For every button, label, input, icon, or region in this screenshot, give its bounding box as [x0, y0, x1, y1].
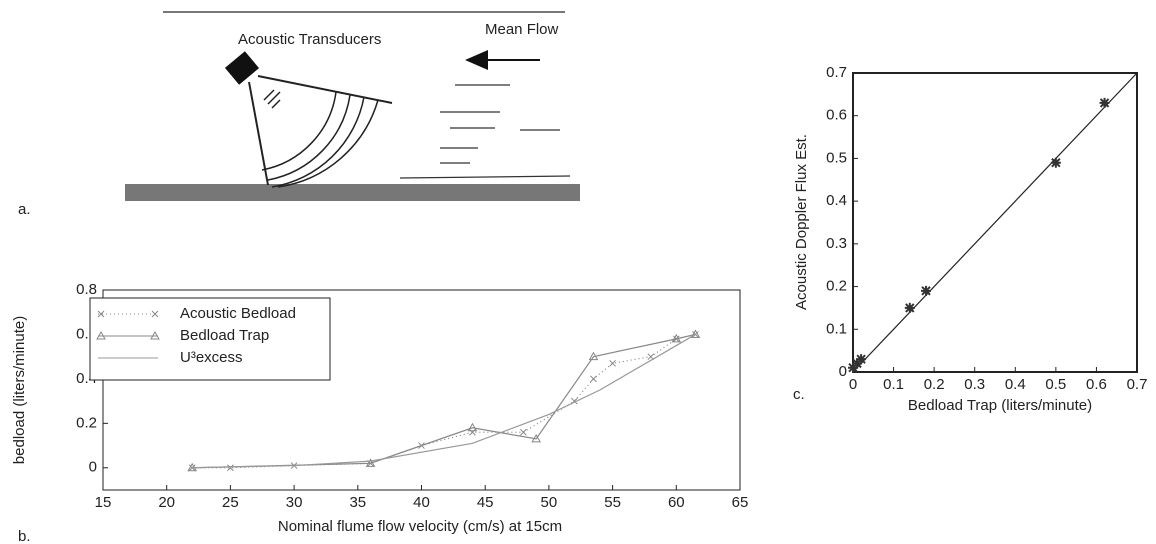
- marker: [365, 458, 376, 467]
- marker: [188, 464, 196, 472]
- x-tick-label: 40: [413, 494, 430, 511]
- diagram: Acoustic Transducers Mean Flow a.: [18, 11, 580, 218]
- y-tick-label: 0: [89, 459, 97, 476]
- x-tick-label: 0.7: [1127, 376, 1148, 393]
- transducer-label: Acoustic Transducers: [238, 31, 381, 48]
- x-tick-label: 0: [849, 376, 857, 393]
- y-tick-label: 0.3: [826, 235, 847, 252]
- beam: [248, 81, 269, 186]
- flow-arrows: [399, 84, 571, 179]
- marker: [588, 351, 599, 361]
- marker: [856, 354, 867, 365]
- marker: [1050, 157, 1061, 168]
- legend-label: Bedload Trap: [180, 327, 269, 344]
- y-tick-label: 0.2: [76, 414, 97, 431]
- y-tick-label: 0.8: [76, 281, 97, 298]
- identity-line: [852, 72, 1138, 373]
- marker: [848, 362, 858, 373]
- y-tick-label: 0.6: [826, 107, 847, 124]
- marker: [520, 428, 527, 436]
- beam: [257, 75, 393, 104]
- y-tick-label: 0.4: [826, 192, 847, 209]
- marker: [590, 375, 597, 383]
- x-tick-label: 60: [668, 494, 685, 511]
- x-tick-label: 45: [477, 494, 494, 511]
- y-tick-label: 0.7: [826, 64, 847, 81]
- x-tick-label: 25: [222, 494, 239, 511]
- x-tick-label: 15: [95, 494, 112, 511]
- chart: 15 20 25 30 35 40 45 50 55 60 6500.20.40.60.8Nomin…: [11, 281, 748, 544]
- panel-label: a.: [18, 201, 31, 218]
- series-line: [192, 333, 696, 469]
- marker: [921, 285, 932, 296]
- x-tick-label: 20: [158, 494, 175, 511]
- plot-frame: [852, 72, 1138, 373]
- y-tick-label: 0: [839, 363, 847, 380]
- marker: [692, 331, 699, 338]
- marker: [469, 428, 476, 436]
- marker: [531, 433, 542, 443]
- x-axis-label: Bedload Trap (liters/minute): [908, 397, 1092, 414]
- mean-flow-arrowhead: [465, 50, 488, 70]
- x-tick-label: 35: [349, 494, 366, 511]
- transducer: [224, 51, 260, 85]
- y-tick-label: 0.5: [826, 149, 847, 166]
- marker: [904, 302, 915, 313]
- x-tick-label: 0.5: [1045, 376, 1066, 393]
- x-tick-label: 65: [732, 494, 749, 511]
- bed: [125, 184, 580, 201]
- y-axis-label: Acoustic Doppler Flux Est.: [793, 134, 810, 310]
- marker: [1099, 97, 1110, 108]
- marker: [467, 422, 478, 432]
- x-tick-label: 55: [604, 494, 621, 511]
- x-tick-label: 0.6: [1086, 376, 1107, 393]
- chart: 0 0.1 0.2 0.3 0.4 0.5 0.6 0.7 0 0.1 0.2 0.3 0.4 0.5 0.…: [793, 64, 1147, 414]
- x-tick-label: 0.1: [883, 376, 904, 393]
- series-line: [192, 333, 696, 469]
- marker: [690, 329, 701, 338]
- y-tick-label: 0.1: [826, 320, 847, 337]
- marker: [671, 333, 682, 343]
- x-tick-label: 0.2: [924, 376, 945, 393]
- y-tick-label: 0.2: [826, 278, 847, 295]
- marker: [609, 359, 616, 367]
- x-axis-label: Nominal flume flow velocity (cm/s) at 15…: [278, 518, 562, 535]
- legend-marker: [96, 330, 160, 340]
- y-axis-label: bedload (liters/minute): [11, 316, 28, 464]
- x-tick-label: 0.3: [964, 376, 985, 393]
- legend-label: U³excess: [180, 349, 243, 366]
- panel-label: c.: [793, 386, 805, 403]
- legend-box: [89, 297, 331, 381]
- x-tick-label: 30: [286, 494, 303, 511]
- panel-label: b.: [18, 528, 31, 544]
- wavefronts: [261, 89, 379, 188]
- marker: [852, 358, 863, 369]
- x-tick-label: 50: [541, 494, 558, 511]
- flow-label: Mean Flow: [485, 21, 559, 38]
- marker: [227, 464, 234, 472]
- legend-marker: [97, 310, 159, 318]
- x-tick-label: 0.4: [1005, 376, 1026, 393]
- legend-label: Acoustic Bedload: [180, 305, 296, 322]
